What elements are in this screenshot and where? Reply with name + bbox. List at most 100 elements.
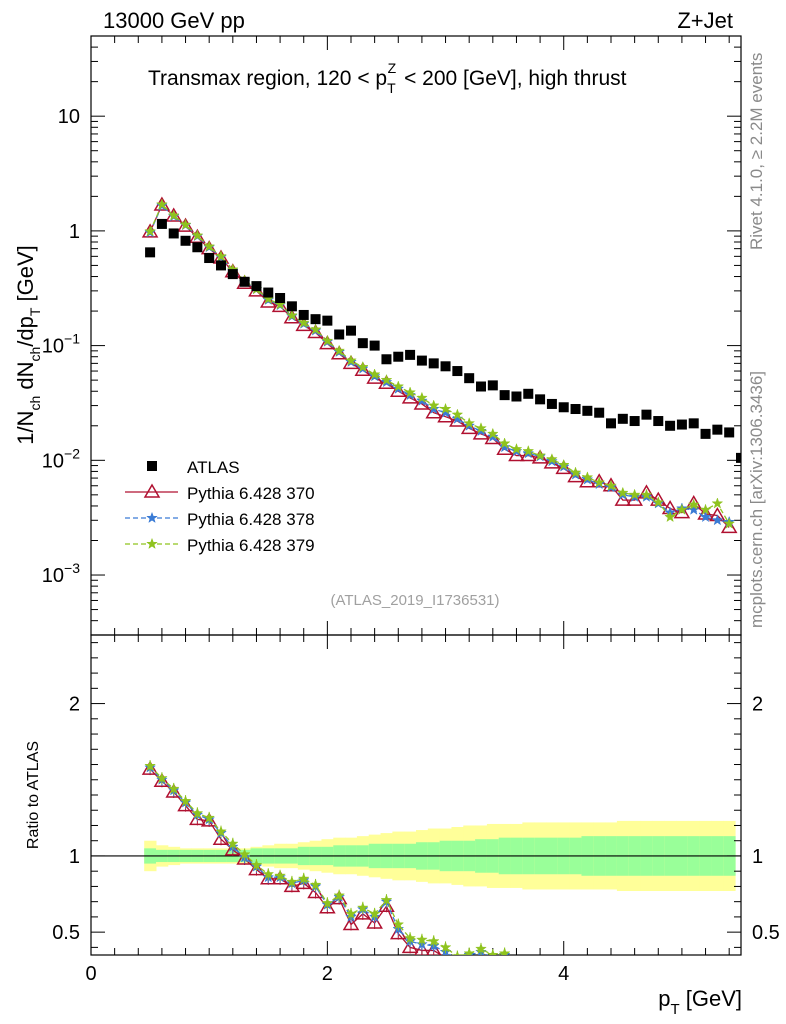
data-point: [259, 293, 277, 308]
data-point: [522, 444, 535, 457]
data-point: [523, 388, 534, 399]
ratio-point: [238, 848, 251, 860]
data-point: [593, 476, 606, 488]
data-point: [616, 486, 629, 498]
data-point: [641, 409, 652, 420]
legend-label: ATLAS: [187, 458, 240, 477]
ratio-point: [342, 916, 360, 931]
ratio-point: [345, 907, 357, 919]
data-point: [700, 428, 711, 439]
legend-marker: [147, 461, 157, 471]
data-point: [475, 422, 487, 434]
data-point: [594, 407, 605, 418]
ratio-point: [380, 893, 393, 906]
y-tick-label-right: 2: [752, 694, 763, 716]
data-point: [283, 309, 301, 324]
data-point: [319, 335, 336, 350]
ratio-frame: [90, 634, 742, 956]
data-point: [449, 412, 466, 427]
ratio-point: [486, 948, 499, 955]
data-point: [723, 517, 736, 529]
ratio-point: [354, 905, 372, 920]
data-point: [404, 386, 417, 398]
x-tick-label: 2: [322, 963, 333, 985]
data-point: [322, 315, 333, 326]
data-point: [381, 354, 392, 365]
data-point: [676, 419, 687, 430]
data-point: [285, 309, 298, 321]
data-point: [297, 316, 310, 328]
ratio-point: [167, 782, 180, 795]
data-point: [356, 360, 369, 373]
data-point: [460, 419, 478, 435]
data-point: [334, 329, 345, 340]
data-point: [673, 504, 691, 519]
data-point: [724, 427, 735, 438]
data-point: [546, 398, 557, 409]
x-axis-label: pT [GeV]: [658, 986, 742, 1018]
y-tick-label-right: 0.5: [752, 922, 780, 944]
ratio-point: [224, 841, 242, 856]
data-point: [440, 361, 451, 372]
analysis-label: (ATLAS_2019_I1736531): [330, 592, 499, 609]
data-point: [628, 488, 641, 500]
data-point: [486, 427, 499, 439]
data-point: [626, 491, 643, 506]
data-point: [558, 402, 569, 413]
y-tick-label: 1: [69, 846, 80, 868]
data-point: [664, 510, 677, 523]
data-point: [145, 247, 156, 258]
data-point: [425, 404, 443, 419]
ratio-point: [297, 872, 310, 884]
data-point: [452, 366, 463, 377]
ratio-series-2: [144, 759, 511, 955]
data-point: [617, 413, 628, 424]
data-point: [711, 514, 724, 526]
data-point: [239, 276, 250, 287]
data-point: [569, 466, 582, 478]
ratio-point: [177, 797, 194, 812]
data-point: [699, 503, 712, 515]
data-point: [427, 402, 440, 415]
data-point: [192, 242, 203, 253]
data-point: [168, 228, 179, 239]
data-point: [393, 351, 404, 362]
data-point: [699, 510, 712, 523]
data-point: [389, 382, 407, 397]
data-point: [464, 373, 475, 384]
ratio-point: [165, 783, 183, 798]
ratio-point: [333, 889, 346, 901]
series-line: [149, 203, 730, 528]
process-label: Z+Jet: [677, 8, 733, 33]
data-point: [605, 479, 617, 491]
data-point: [416, 355, 427, 366]
data-point: [380, 373, 393, 386]
ratio-point: [368, 907, 381, 919]
ratio-point: [439, 941, 452, 953]
main-plot-title: Transmax region, 120 < pTZ < 200 [GeV], …: [148, 60, 627, 96]
data-point: [508, 447, 525, 462]
ratio-point: [155, 771, 168, 784]
x-tick-label: 0: [85, 963, 96, 985]
data-point: [652, 496, 665, 508]
ratio-point: [226, 837, 239, 849]
ratio-point: [285, 875, 298, 887]
x-tick-label: 4: [558, 963, 569, 985]
data-point: [711, 497, 724, 509]
ratio-point: [259, 870, 277, 885]
data-point: [369, 340, 380, 351]
ratio-point: [456, 954, 458, 955]
y-tick-label: 0.5: [52, 922, 80, 944]
ratio-point: [189, 810, 206, 826]
data-point: [675, 503, 688, 515]
data-point: [687, 498, 700, 510]
data-point: [310, 314, 321, 325]
y-tick-label: 10−3: [42, 560, 80, 587]
data-point: [614, 491, 632, 506]
ratio-point: [321, 896, 334, 909]
data-point: [180, 235, 191, 246]
data-point: [687, 503, 700, 515]
ratio-point: [309, 878, 322, 891]
legend-marker: [146, 511, 158, 524]
ratio-point: [212, 830, 230, 845]
